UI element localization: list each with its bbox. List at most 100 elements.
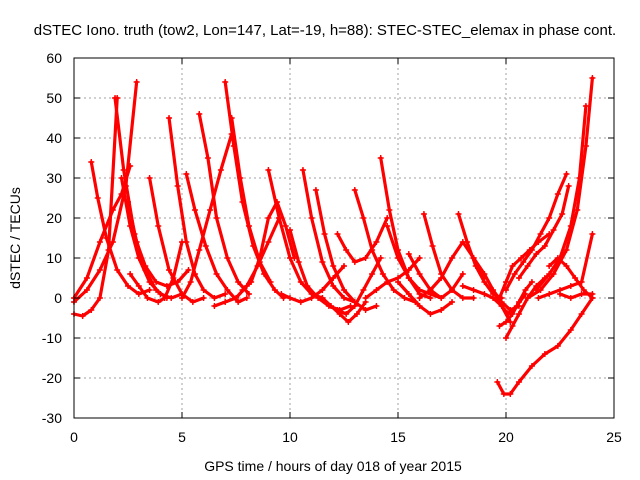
data-point <box>369 247 376 253</box>
data-point <box>222 299 229 305</box>
data-point <box>449 299 455 305</box>
axis-ticks <box>73 57 615 419</box>
data-point <box>533 251 540 257</box>
data-point <box>211 303 218 309</box>
data-point <box>330 283 337 289</box>
data-point <box>481 271 488 277</box>
data-point <box>390 287 397 293</box>
data-point <box>377 255 384 261</box>
data-point <box>503 319 509 325</box>
data-point <box>379 271 386 277</box>
data-point <box>515 275 522 281</box>
data-point <box>248 279 255 285</box>
data-point <box>515 311 522 317</box>
series-line <box>504 276 547 340</box>
y-tick-label: 40 <box>46 130 62 146</box>
data-point <box>546 215 553 221</box>
data-point <box>267 279 274 285</box>
data-point <box>384 215 391 221</box>
data-point <box>496 323 503 329</box>
data-point <box>500 391 507 397</box>
y-tick-label: 20 <box>46 210 62 226</box>
data-point <box>533 287 540 293</box>
data-point <box>535 295 542 301</box>
data-point <box>416 303 423 309</box>
data-point <box>509 323 516 329</box>
data-point <box>541 351 548 357</box>
data-point <box>503 279 509 285</box>
data-point <box>153 279 160 285</box>
x-tick-label: 20 <box>498 429 514 445</box>
data-point <box>572 275 579 281</box>
series-line <box>230 116 273 284</box>
data-point <box>405 267 412 273</box>
series-20 <box>299 167 358 305</box>
data-point <box>222 79 229 85</box>
y-tick-label: -30 <box>42 410 62 426</box>
data-point <box>155 223 162 229</box>
data-point <box>228 115 235 121</box>
data-point <box>343 311 350 317</box>
data-point <box>161 295 168 301</box>
series-line <box>335 216 389 264</box>
data-point <box>125 283 131 289</box>
data-point <box>416 287 423 293</box>
x-tick-labels: 0 5 10 15 20 25 <box>70 429 622 445</box>
data-point <box>207 207 214 213</box>
data-point <box>282 223 289 229</box>
data-point <box>245 223 252 229</box>
data-point <box>109 207 116 213</box>
data-point <box>557 291 563 297</box>
data-point <box>481 291 488 297</box>
data-point <box>211 295 218 301</box>
data-point <box>459 283 466 289</box>
data-point <box>265 167 272 173</box>
series-23 <box>334 255 384 317</box>
data-point <box>589 295 596 301</box>
data-point <box>509 263 516 269</box>
data-point <box>271 287 278 293</box>
x-tick-label: 15 <box>390 429 406 445</box>
data-point <box>133 79 140 85</box>
data-point <box>353 311 360 317</box>
data-point <box>308 215 315 221</box>
data-point <box>470 255 477 261</box>
data-point <box>386 207 393 213</box>
data-point <box>88 307 95 313</box>
data-point <box>515 379 522 385</box>
data-point <box>362 307 369 313</box>
data-point <box>576 175 583 181</box>
data-point <box>520 259 527 265</box>
series-line <box>504 172 569 292</box>
data-point <box>96 239 103 245</box>
data-point <box>341 263 347 269</box>
data-point <box>362 255 369 261</box>
y-tick-label: 60 <box>46 50 62 66</box>
data-point <box>299 167 306 173</box>
data-point <box>580 287 587 293</box>
data-point <box>142 263 149 269</box>
data-point <box>420 211 427 217</box>
data-point <box>166 267 173 273</box>
data-point <box>189 299 196 305</box>
series-47 <box>494 295 596 397</box>
data-point <box>135 291 142 297</box>
data-point <box>360 215 367 221</box>
data-point <box>243 295 250 301</box>
data-point <box>135 283 142 289</box>
data-point <box>395 255 401 261</box>
data-point <box>528 247 535 253</box>
series-16 <box>239 199 298 293</box>
series-39 <box>496 231 553 301</box>
data-point <box>297 299 304 305</box>
data-point <box>224 287 231 293</box>
data-point <box>200 295 207 301</box>
data-point <box>235 279 242 285</box>
data-point <box>563 171 570 177</box>
data-point <box>578 311 585 317</box>
data-point <box>427 311 434 317</box>
data-point <box>88 159 95 165</box>
data-point <box>276 215 283 221</box>
data-point <box>345 319 352 325</box>
y-tick-label: 50 <box>46 90 62 106</box>
